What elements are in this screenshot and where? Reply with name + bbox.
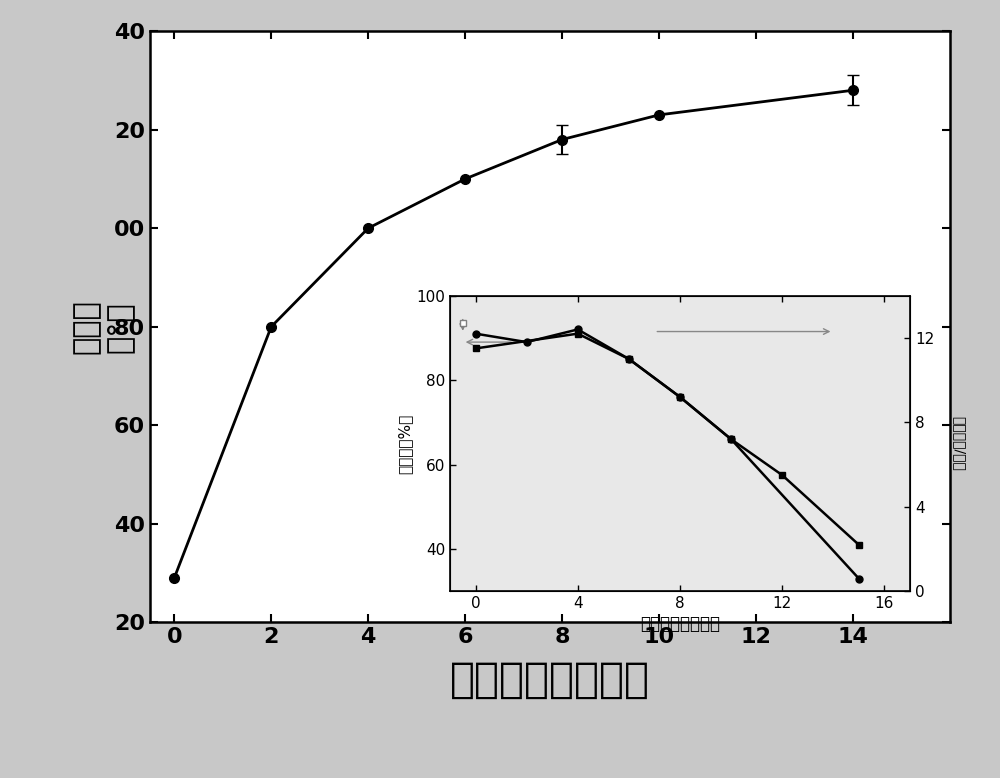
Y-axis label: 层数（层/口）: 层数（层/口） bbox=[952, 416, 966, 471]
X-axis label: 生长时间（分钟）: 生长时间（分钟） bbox=[640, 615, 720, 633]
Y-axis label: 透过率（%）: 透过率（%） bbox=[397, 413, 412, 474]
Y-axis label: 接触角
（°）: 接触角 （°） bbox=[71, 300, 134, 354]
X-axis label: 生长时间（分钟）: 生长时间（分钟） bbox=[450, 658, 650, 700]
